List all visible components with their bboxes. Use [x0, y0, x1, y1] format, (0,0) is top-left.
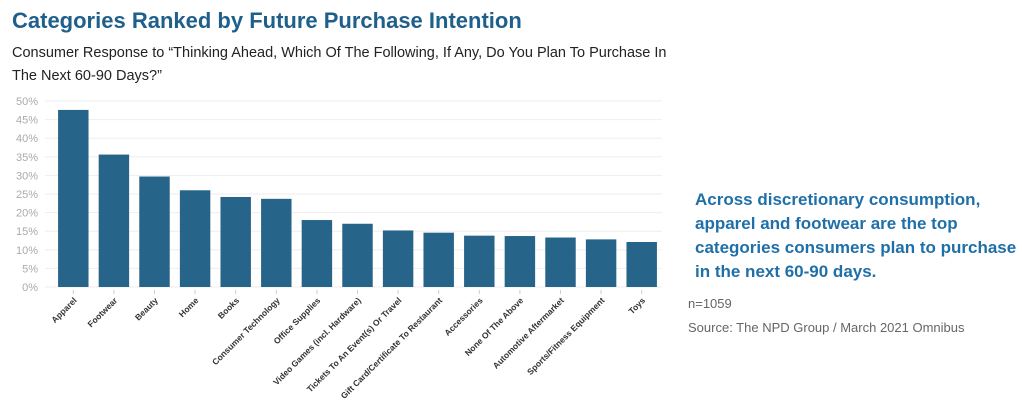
y-tick-label: 25% — [16, 189, 38, 201]
y-tick-label: 45% — [16, 115, 38, 127]
callout-text: Across discretionary consumption, appare… — [695, 190, 1017, 281]
chart-subtitle: Consumer Response to “Thinking Ahead, Wh… — [12, 45, 667, 84]
bar — [382, 230, 414, 287]
y-tick-label: 5% — [22, 263, 38, 275]
y-tick-label: 40% — [16, 133, 38, 145]
x-tick-label: Toys — [626, 295, 647, 316]
y-tick-label: 0% — [22, 282, 38, 294]
bar — [585, 239, 617, 287]
bar — [179, 190, 211, 287]
bar — [139, 176, 170, 287]
y-tick-label: 20% — [16, 208, 38, 220]
bar — [504, 236, 536, 287]
y-tick-label: 30% — [16, 170, 38, 182]
x-tick-label: Beauty — [133, 295, 160, 322]
x-tick-label: Automotive Aftermarket — [491, 295, 566, 370]
y-tick-label: 15% — [16, 226, 38, 238]
bar — [58, 109, 89, 287]
bar — [545, 237, 576, 287]
bar — [464, 235, 495, 287]
x-tick-label: Consumer Technology — [210, 295, 282, 367]
chart-title: Categories Ranked by Future Purchase Int… — [12, 8, 522, 33]
y-tick-label: 10% — [16, 245, 38, 257]
x-tick-label: Accessories — [442, 295, 485, 338]
sample-size: n=1059 — [688, 296, 732, 311]
x-tick-label: Apparel — [49, 295, 78, 324]
bar — [98, 154, 130, 287]
bar — [342, 223, 373, 287]
bar — [626, 241, 657, 287]
bar — [301, 220, 333, 287]
x-tick-label: Home — [177, 295, 201, 319]
y-tick-label: 35% — [16, 152, 38, 164]
x-tick-label: Sports/Fitness Equipment — [525, 295, 607, 377]
bar — [220, 196, 251, 287]
x-tick-label: Books — [216, 295, 242, 321]
bar — [423, 232, 454, 287]
x-tick-label: Footwear — [86, 295, 120, 329]
source-note: Source: The NPD Group / March 2021 Omnib… — [688, 320, 965, 335]
y-tick-label: 50% — [16, 96, 38, 108]
bar — [261, 198, 292, 287]
bar-chart: 0% 5% 10% 15% 20% 25% 30% 35% 40% 45% 50% Apparel Fo… — [16, 96, 662, 401]
